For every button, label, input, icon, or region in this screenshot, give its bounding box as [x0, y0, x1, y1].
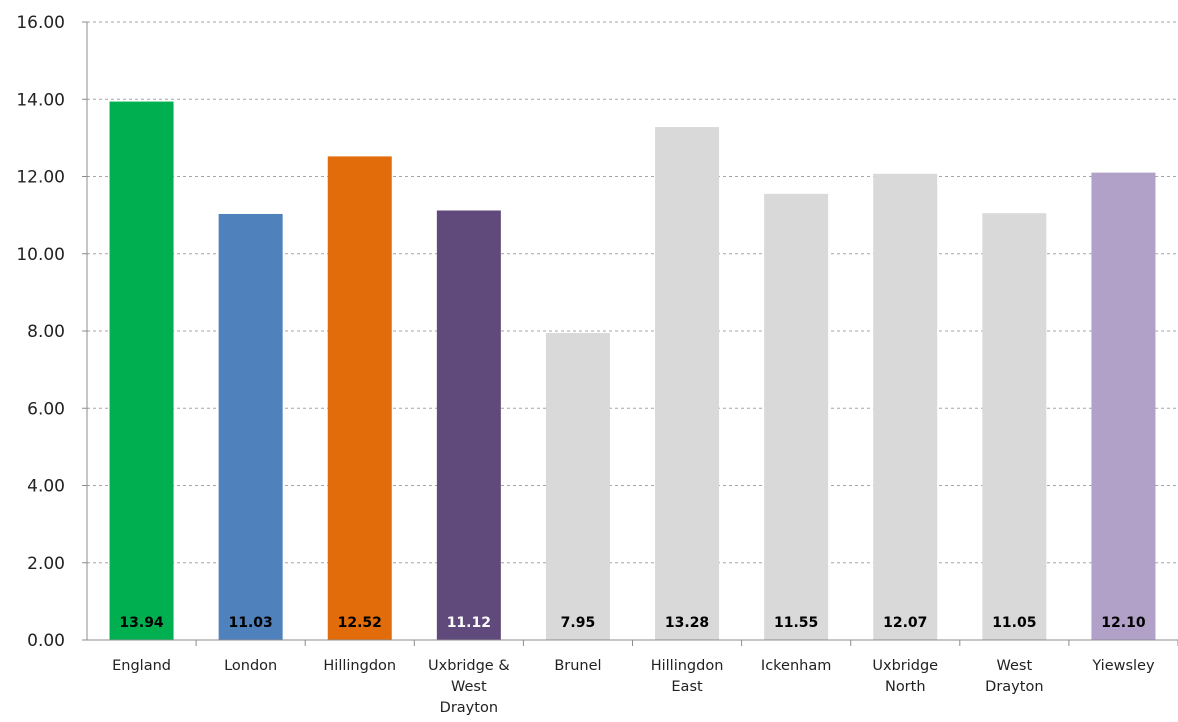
data-label: 13.28 [665, 615, 709, 631]
x-tick-label: London [224, 658, 277, 674]
data-label: 11.03 [229, 615, 273, 631]
bar [436, 210, 501, 641]
y-tick-label: 16.00 [16, 13, 65, 33]
data-labels: 13.94 11.03 12.52 11.12 7.95 13.28 11.55 12.07 1… [119, 615, 1145, 631]
x-tick-label: Brunel [554, 658, 601, 674]
bar [764, 193, 829, 640]
bar [655, 127, 720, 640]
y-tick-label: 6.00 [27, 399, 65, 419]
y-tick-label: 0.00 [27, 631, 65, 651]
bar [109, 101, 174, 640]
x-tick-label: Yiewsley [1091, 658, 1155, 674]
y-tick-label: 2.00 [27, 554, 65, 574]
x-tick-label: Ickenham [761, 658, 831, 674]
data-label: 11.05 [992, 615, 1036, 631]
y-axis-ticks: 0.00 2.00 4.00 6.00 8.00 10.00 12.00 14.00 16.00 [16, 13, 87, 651]
x-tick-label: Uxbridge North [872, 658, 938, 695]
data-label: 12.07 [883, 615, 927, 631]
data-label: 11.12 [447, 615, 491, 631]
x-axis-labels: England London Hillingdon Uxbridge & West Dra… [112, 640, 1178, 716]
bar [545, 332, 610, 640]
data-label: 7.95 [561, 615, 596, 631]
x-tick-label: Hillingdon East [651, 658, 724, 695]
y-tick-label: 4.00 [27, 477, 65, 497]
data-label: 13.94 [119, 615, 164, 631]
y-tick-label: 14.00 [16, 90, 65, 110]
data-label: 12.52 [338, 615, 382, 631]
bar [327, 156, 392, 641]
bar [1091, 172, 1156, 640]
data-label: 11.55 [774, 615, 818, 631]
y-tick-label: 10.00 [16, 245, 65, 265]
bar [218, 213, 283, 640]
y-tick-label: 12.00 [16, 168, 65, 188]
data-label: 12.10 [1101, 615, 1146, 631]
x-tick-label: Hillingdon [323, 658, 396, 674]
x-tick-label: England [112, 658, 171, 674]
x-tick-label: Uxbridge & West Drayton [428, 658, 510, 716]
bar [982, 213, 1047, 640]
x-tick-label: West Drayton [985, 658, 1043, 695]
bar [873, 173, 938, 640]
bars [109, 101, 1156, 641]
y-tick-label: 8.00 [27, 322, 65, 342]
